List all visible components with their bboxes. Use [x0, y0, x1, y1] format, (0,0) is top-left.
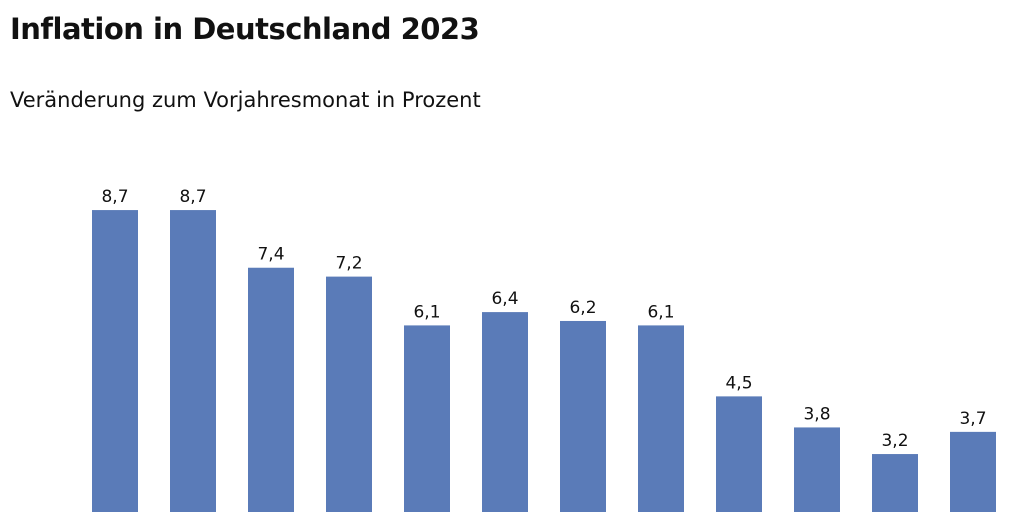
data-label: 6,4	[491, 289, 518, 309]
bar	[404, 325, 450, 512]
data-label: 7,4	[257, 245, 284, 265]
bar	[560, 320, 606, 512]
chart-title: Inflation in Deutschland 2023	[10, 12, 480, 46]
data-label: 8,7	[179, 187, 206, 207]
chart-subtitle: Veränderung zum Vorjahresmonat in Prozen…	[10, 88, 481, 112]
bar	[482, 312, 528, 512]
bar	[794, 427, 840, 512]
bar	[950, 431, 996, 512]
bar	[248, 267, 294, 512]
bar	[92, 210, 138, 512]
data-label: 6,1	[413, 302, 440, 322]
bar	[716, 396, 762, 512]
bar	[326, 276, 372, 512]
data-label: 7,2	[335, 254, 362, 274]
data-label: 3,7	[959, 409, 986, 429]
bar	[872, 454, 918, 512]
bar	[638, 325, 684, 512]
data-label: 8,7	[101, 187, 128, 207]
data-label: 6,1	[647, 302, 674, 322]
bar	[170, 210, 216, 512]
data-label: 4,5	[725, 373, 752, 393]
data-label: 3,2	[881, 431, 908, 451]
data-label: 3,8	[803, 404, 830, 424]
data-label: 6,2	[569, 298, 596, 318]
